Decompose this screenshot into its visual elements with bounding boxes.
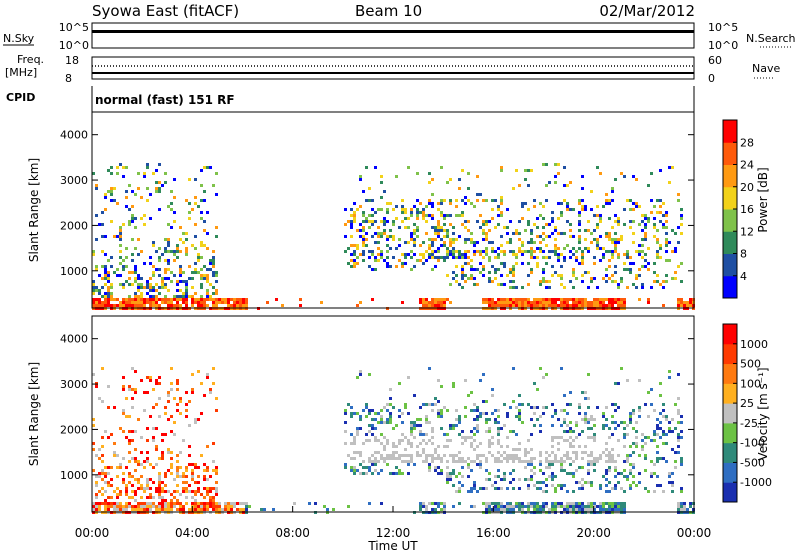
nsearch-tick-top: 10^5 bbox=[708, 21, 738, 34]
station-title: Syowa East (fitACF) bbox=[92, 2, 239, 20]
power-colorbar-tick: 24 bbox=[740, 159, 754, 172]
nsky-tick-top: 10^5 bbox=[59, 21, 89, 34]
nsky-panel: N.Sky 10^5 10^0 10^5 10^0 N.Search bbox=[3, 21, 796, 52]
velocity-colorbar-tick: -500 bbox=[740, 456, 765, 469]
power-colorbar-tick: 8 bbox=[740, 248, 747, 261]
freq-tick-bottom: 8 bbox=[65, 72, 72, 85]
freq-unit: [MHz] bbox=[5, 66, 37, 79]
velocity-ytick-label: 4000 bbox=[60, 333, 88, 346]
power-ytick-label: 1000 bbox=[60, 265, 88, 278]
nave-tick-top: 60 bbox=[708, 54, 722, 67]
nsky-label: N.Sky bbox=[3, 32, 35, 45]
power-ylabel: Slant Range [km] bbox=[27, 158, 41, 262]
velocity-colorbar-tick: 500 bbox=[740, 358, 761, 371]
cpid-label: CPID bbox=[6, 91, 35, 104]
freq-panel: Freq. [MHz] 18 8 60 0 Nave bbox=[5, 53, 780, 85]
velocity-colorbar-tick: -25 bbox=[740, 417, 758, 430]
nsky-trace bbox=[92, 30, 694, 33]
power-colorbar-swatch bbox=[723, 209, 737, 232]
power-ytick-label: 3000 bbox=[60, 174, 88, 187]
power-cells bbox=[92, 163, 695, 310]
power-colorbar-label: Power [dB] bbox=[756, 167, 770, 232]
power-panel: 1000 2000 3000 4000 Slant Range [km] 4 8 12 16… bbox=[27, 111, 770, 310]
power-colorbar-swatch bbox=[723, 164, 737, 188]
power-colorbar-tick: 20 bbox=[740, 181, 754, 194]
power-colorbar-swatch bbox=[723, 253, 737, 277]
velocity-colorbar-tick: 100 bbox=[740, 377, 761, 390]
velocity-colorbar-swatch bbox=[723, 403, 737, 424]
x-tick-label: 00:00 bbox=[75, 526, 110, 540]
velocity-colorbar-swatch bbox=[723, 383, 737, 404]
power-colorbar-tick: 12 bbox=[740, 225, 754, 238]
freq-tick-top: 18 bbox=[65, 54, 79, 67]
nsky-tick-bottom: 10^0 bbox=[59, 39, 89, 52]
x-tick-label: 08:00 bbox=[275, 526, 310, 540]
x-tick-label: 04:00 bbox=[175, 526, 210, 540]
nave-label: Nave bbox=[752, 62, 780, 75]
x-tick-label: 16:00 bbox=[476, 526, 511, 540]
cpid-row: CPID normal (fast) 151 RF bbox=[6, 86, 695, 112]
velocity-cells bbox=[92, 367, 695, 514]
power-ytick-label: 4000 bbox=[60, 129, 88, 142]
velocity-colorbar-swatch bbox=[723, 422, 737, 444]
date-label: 02/Mar/2012 bbox=[599, 2, 695, 20]
cpid-value: normal (fast) 151 RF bbox=[95, 93, 235, 107]
power-colorbar-swatch bbox=[723, 231, 737, 254]
x-tick-label: 20:00 bbox=[576, 526, 611, 540]
velocity-colorbar-swatch bbox=[723, 324, 737, 345]
velocity-colorbar-swatch bbox=[723, 482, 737, 503]
power-colorbar-swatch bbox=[723, 275, 737, 299]
velocity-colorbar-tick: 1000 bbox=[740, 338, 768, 351]
velocity-colorbar-swatch bbox=[723, 442, 737, 463]
x-tick-label: 00:00 bbox=[677, 526, 712, 540]
velocity-colorbar-tick: -100 bbox=[740, 437, 765, 450]
power-colorbar-tick: 16 bbox=[740, 203, 754, 216]
velocity-colorbar-tick: 25 bbox=[740, 397, 754, 410]
velocity-ylabel: Slant Range [km] bbox=[27, 362, 41, 466]
power-colorbar-tick: 4 bbox=[740, 270, 747, 283]
velocity-colorbar-label: Velocity [m s⁻¹] bbox=[756, 367, 770, 460]
power-colorbar: 4 8 12 16 20 24 28 bbox=[722, 119, 754, 299]
power-ytick-label: 2000 bbox=[60, 219, 88, 232]
velocity-colorbar-swatch bbox=[723, 363, 737, 384]
power-colorbar-swatch bbox=[723, 142, 737, 165]
velocity-panel: 1000 2000 3000 4000 Slant Range [km] 00:00 0… bbox=[27, 315, 772, 553]
x-tick-label: 12:00 bbox=[376, 526, 411, 540]
velocity-colorbar: 1000 500 100 25 -25 -100 -500 -1000 bbox=[722, 323, 772, 503]
power-colorbar-tick: 28 bbox=[740, 136, 754, 149]
velocity-colorbar-swatch bbox=[723, 462, 737, 483]
power-colorbar-swatch bbox=[723, 186, 737, 210]
x-axis-label: Time UT bbox=[367, 539, 418, 553]
nsearch-label: N.Search bbox=[746, 32, 796, 45]
velocity-ytick-label: 2000 bbox=[60, 423, 88, 436]
nsearch-tick-bottom: 10^0 bbox=[708, 39, 738, 52]
velocity-colorbar-swatch bbox=[723, 343, 737, 365]
beam-label: Beam 10 bbox=[355, 2, 422, 20]
nave-tick-bottom: 0 bbox=[708, 72, 715, 85]
velocity-ytick-label: 3000 bbox=[60, 378, 88, 391]
velocity-ytick-label: 1000 bbox=[60, 469, 88, 482]
freq-label: Freq. bbox=[17, 53, 44, 66]
velocity-colorbar-tick: -1000 bbox=[740, 476, 772, 489]
power-colorbar-swatch bbox=[723, 120, 737, 143]
